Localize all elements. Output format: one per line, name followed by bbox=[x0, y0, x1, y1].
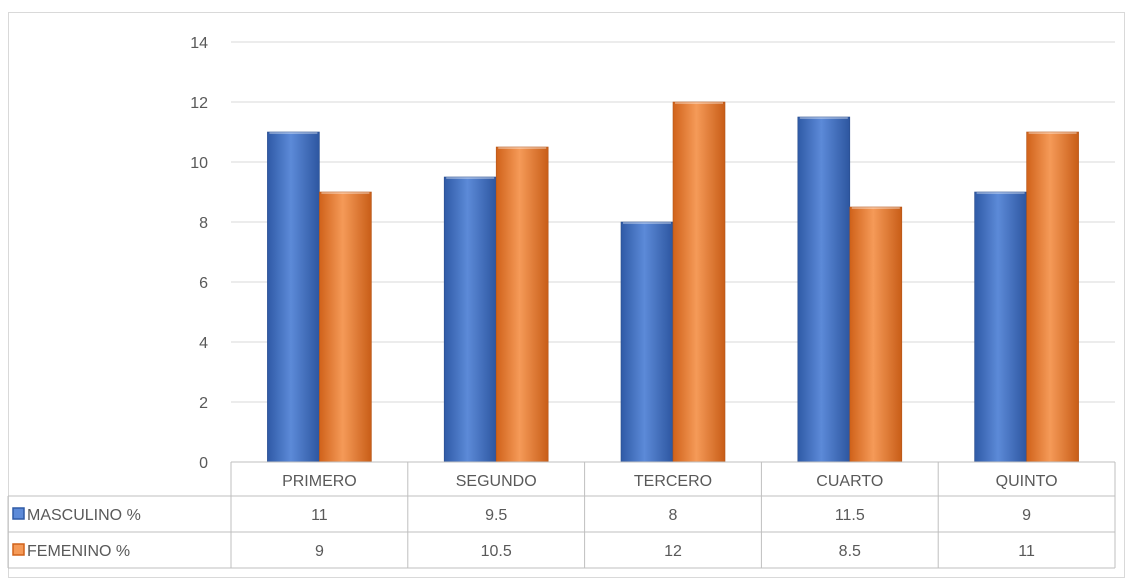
bar-highlight bbox=[498, 147, 547, 149]
data-label: 12 bbox=[664, 543, 682, 560]
bar-masculino-segundo bbox=[443, 176, 497, 463]
data-label: 10.5 bbox=[481, 543, 512, 560]
bar-highlight bbox=[269, 132, 318, 134]
bar-highlight bbox=[675, 102, 723, 104]
bar-femenino-cuarto bbox=[849, 206, 903, 463]
bar-femenino-primero bbox=[319, 191, 372, 463]
bar-masculino-quinto bbox=[974, 191, 1027, 463]
chart-frame bbox=[8, 12, 1125, 578]
y-tick-label: 12 bbox=[190, 95, 208, 112]
bar-masculino-cuarto bbox=[797, 116, 851, 463]
legend-label: MASCULINO % bbox=[27, 507, 141, 524]
y-tick-label: 0 bbox=[199, 455, 208, 472]
data-label: 9 bbox=[1022, 507, 1031, 524]
bar-highlight bbox=[976, 192, 1025, 194]
legend-label: FEMENINO % bbox=[27, 543, 130, 560]
bar-femenino-quinto bbox=[1026, 131, 1079, 463]
bar-highlight bbox=[446, 177, 495, 179]
data-label: 11 bbox=[1018, 543, 1035, 560]
y-tick-label: 10 bbox=[190, 155, 208, 172]
data-label: 9 bbox=[315, 543, 324, 560]
y-tick-label: 6 bbox=[199, 275, 208, 292]
y-tick-label: 8 bbox=[199, 215, 208, 232]
data-label: 8 bbox=[669, 507, 678, 524]
bar-femenino-segundo bbox=[495, 146, 549, 463]
y-tick-label: 4 bbox=[199, 335, 208, 352]
bar-highlight bbox=[1028, 132, 1077, 134]
y-tick-label: 2 bbox=[199, 395, 208, 412]
legend-key-masculino bbox=[12, 507, 25, 520]
bar-highlight bbox=[799, 117, 848, 119]
y-tick-label: 14 bbox=[190, 35, 208, 52]
legend-key-femenino bbox=[12, 543, 25, 556]
data-label: 11.5 bbox=[835, 507, 865, 524]
bar-highlight bbox=[851, 207, 900, 209]
x-tick-label: SEGUNDO bbox=[456, 473, 537, 490]
bar-femenino-tercero bbox=[672, 101, 726, 463]
bar-highlight bbox=[623, 222, 671, 224]
x-tick-label: QUINTO bbox=[996, 473, 1058, 490]
data-label: 9.5 bbox=[485, 507, 507, 524]
x-tick-label: TERCERO bbox=[634, 473, 712, 490]
bar-masculino-primero bbox=[267, 131, 320, 463]
x-tick-label: CUARTO bbox=[816, 473, 883, 490]
bar-masculino-tercero bbox=[620, 221, 674, 463]
data-label: 8.5 bbox=[839, 543, 861, 560]
data-label: 11 bbox=[311, 507, 328, 524]
x-tick-label: PRIMERO bbox=[282, 473, 357, 490]
bar-highlight bbox=[321, 192, 370, 194]
